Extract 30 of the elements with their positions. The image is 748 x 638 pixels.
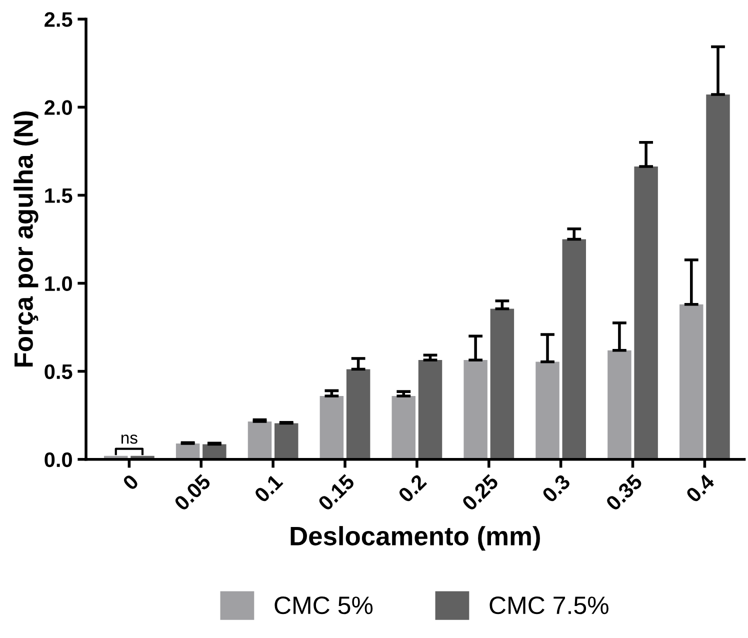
y-tick-label: 2.0 — [44, 100, 72, 115]
bar — [418, 360, 442, 460]
bar — [392, 396, 416, 460]
bar — [320, 396, 344, 460]
x-tick-label: 0.1 — [254, 473, 284, 504]
y-axis-title: Força por agulha (N) — [14, 112, 38, 366]
legend-label: CMC 5% — [274, 596, 373, 614]
bar — [608, 350, 632, 460]
y-tick-label: 1.5 — [45, 188, 72, 203]
x-tick-label: 0.4 — [685, 473, 716, 504]
x-tick-label: 0.2 — [397, 474, 428, 504]
bar — [490, 308, 514, 460]
bar — [248, 422, 272, 460]
bar — [464, 360, 488, 460]
bar — [562, 239, 586, 460]
x-tick-label: 0.3 — [541, 473, 572, 504]
y-tick-label: 0.0 — [44, 452, 72, 468]
bar — [706, 94, 730, 460]
bar — [274, 423, 298, 460]
x-axis-title: Deslocamento (mm) — [290, 526, 540, 551]
annotation: ns — [121, 434, 138, 444]
y-tick-label: 2.5 — [44, 12, 72, 27]
bar — [346, 369, 370, 460]
y-tick-label: 1.0 — [45, 276, 72, 292]
x-tick-label: 0 — [122, 474, 140, 491]
bar — [680, 304, 704, 460]
y-tick-label: 0.5 — [44, 364, 72, 380]
bar — [634, 166, 658, 460]
bar — [536, 362, 560, 460]
legend-label: CMC 7.5% — [490, 596, 608, 614]
